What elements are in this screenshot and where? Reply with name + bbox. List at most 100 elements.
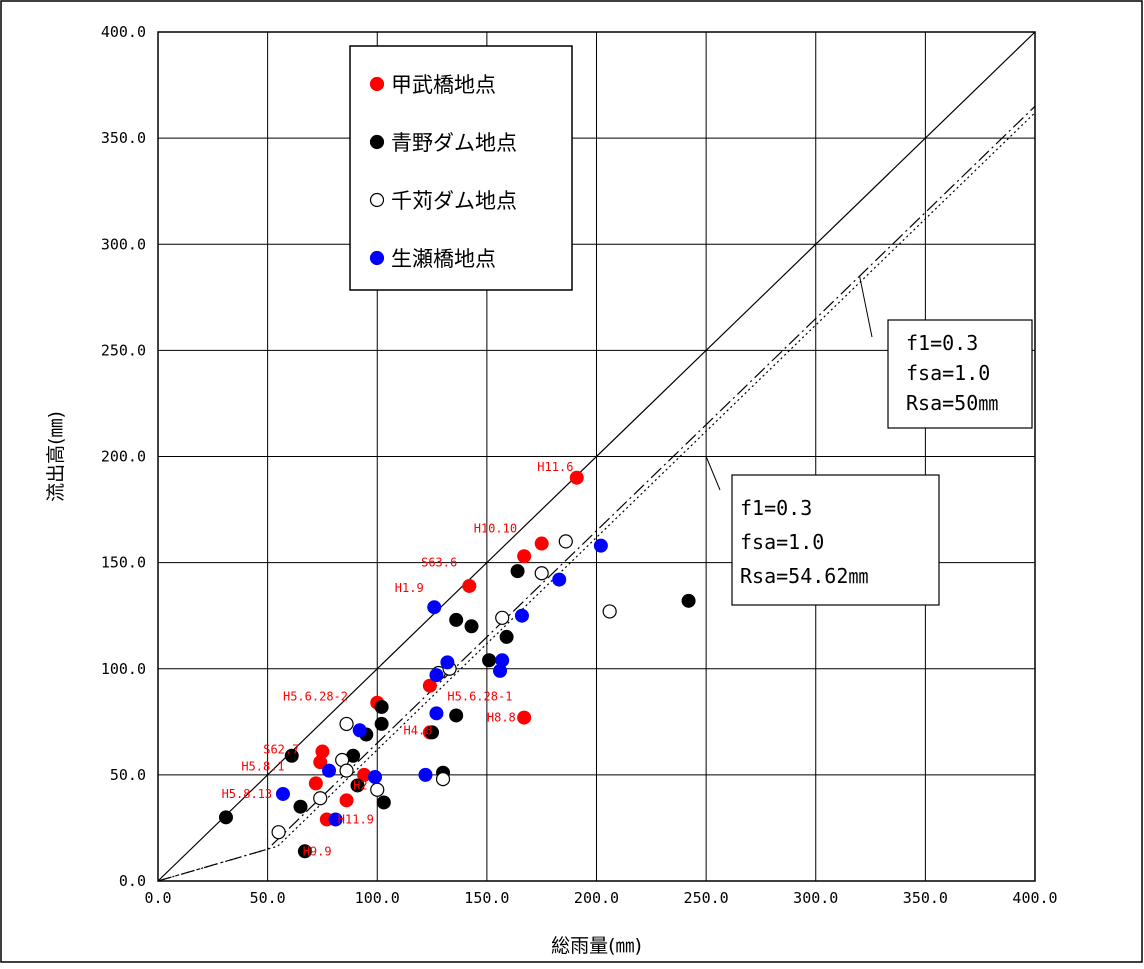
data-point-series-1 xyxy=(374,716,389,731)
data-point-series-0 xyxy=(569,470,584,485)
y-tick-label: 200.0 xyxy=(101,448,146,466)
y-tick-label: 100.0 xyxy=(101,660,146,678)
data-point-series-0 xyxy=(517,549,532,564)
legend-label: 生瀬橋地点 xyxy=(391,247,496,271)
point-label: H9.9 xyxy=(303,844,332,858)
data-point-series-1 xyxy=(464,619,479,634)
data-point-series-3 xyxy=(514,608,529,623)
data-point-series-2 xyxy=(435,772,451,787)
data-point-series-1 xyxy=(510,564,525,579)
x-tick-label: 250.0 xyxy=(684,889,729,907)
point-label: H5.8.13 xyxy=(222,787,273,801)
legend-box xyxy=(349,45,573,291)
y-tick-label: 400.0 xyxy=(101,23,146,41)
data-point-series-1 xyxy=(284,748,299,763)
x-tick-label: 150.0 xyxy=(464,889,509,907)
point-label: H8.8 xyxy=(487,711,516,725)
data-point-series-0 xyxy=(462,578,477,593)
parameter-text: Rsa=54.62㎜ xyxy=(740,564,868,588)
data-point-series-0 xyxy=(517,710,532,725)
point-label: H5.6.28-1 xyxy=(447,689,512,703)
parameter-boxes: f1=0.3 fsa=1.0 Rsa=50㎜ f1=0.3 fsa=1.0 Rsa=54.… xyxy=(705,275,1033,606)
point-annotations: H11.6 H10.10 S63.6 H1.9 H5.6.28-2 H5.6.28-1 H8… xyxy=(222,460,574,858)
data-point-series-1 xyxy=(218,810,233,825)
data-point-series-2 xyxy=(339,763,354,778)
legend-marker xyxy=(369,192,385,208)
data-point-series-3 xyxy=(328,812,343,827)
data-point-series-1 xyxy=(374,699,389,714)
data-point-series-0 xyxy=(339,793,354,808)
data-point-series-3 xyxy=(495,653,510,668)
data-point-series-0 xyxy=(534,536,549,551)
data-point-series-1 xyxy=(297,844,312,859)
legend-label: 千苅ダム地点 xyxy=(391,189,517,213)
point-label: H1.9 xyxy=(395,581,424,595)
x-tick-label: 350.0 xyxy=(903,889,948,907)
parameter-text: f1=0.3 xyxy=(740,496,812,520)
data-point-series-1 xyxy=(350,778,365,793)
reference-line-solid xyxy=(157,31,1036,882)
data-point-series-0 xyxy=(422,678,437,693)
y-tick-label: 250.0 xyxy=(101,341,146,359)
parameter-box xyxy=(887,319,1033,429)
data-point-series-3 xyxy=(368,769,383,784)
data-point-series-0 xyxy=(313,755,328,770)
y-tick-label: 0.0 xyxy=(119,872,146,890)
reference-line-dotted xyxy=(157,112,1036,882)
point-label: S62.7 xyxy=(263,742,299,756)
legend-marker xyxy=(369,250,385,266)
parameter-text: f1=0.3 xyxy=(906,331,978,355)
axis-ticks: 0.0 50.0 100.0 150.0 200.0 250.0 300.0 350.0 400… xyxy=(101,23,1058,907)
point-label: H11.9 xyxy=(338,812,374,826)
data-point-series-3 xyxy=(275,786,290,801)
x-tick-label: 400.0 xyxy=(1012,889,1057,907)
data-point-series-1 xyxy=(499,629,514,644)
data-point-series-3 xyxy=(418,767,433,782)
point-label: H10.10 xyxy=(474,522,517,536)
x-tick-label: 300.0 xyxy=(793,889,838,907)
data-point-series-1 xyxy=(376,795,391,810)
data-point-series-3 xyxy=(552,572,567,587)
point-label: S63.6 xyxy=(421,556,457,570)
data-point-series-2 xyxy=(339,716,354,732)
parameter-box xyxy=(731,474,940,606)
data-point-series-3 xyxy=(427,600,442,615)
parameter-text: fsa=1.0 xyxy=(906,361,990,385)
point-label: H2 xyxy=(353,778,367,792)
data-point-series-1 xyxy=(681,593,696,608)
data-point-series-3 xyxy=(429,668,444,683)
reference-lines xyxy=(157,31,1036,882)
x-axis-title: 総雨量(㎜) xyxy=(551,935,642,957)
data-point-series-2 xyxy=(534,566,549,581)
leader-line xyxy=(859,275,873,338)
legend-marker xyxy=(369,134,385,150)
reference-line-dash-dot xyxy=(157,105,1036,882)
y-axis-title: 流出高(㎜) xyxy=(45,411,67,502)
data-point-series-1 xyxy=(293,799,308,814)
point-label: H4.8 xyxy=(404,723,433,737)
legend-marker xyxy=(369,76,385,92)
data-point-series-1 xyxy=(482,653,497,668)
x-tick-label: 100.0 xyxy=(355,889,400,907)
data-point-series-2 xyxy=(271,825,286,840)
parameter-text: Rsa=50㎜ xyxy=(906,391,998,415)
data-point-series-2 xyxy=(602,604,617,619)
data-point-series-2 xyxy=(558,534,573,549)
y-tick-label: 300.0 xyxy=(101,235,146,253)
point-label: H11.6 xyxy=(537,460,573,474)
y-tick-label: 150.0 xyxy=(101,554,146,572)
data-point-series-1 xyxy=(449,612,464,627)
data-point-series-3 xyxy=(429,706,444,721)
point-label: H5.6.28-2 xyxy=(283,689,348,703)
y-tick-label: 350.0 xyxy=(101,129,146,147)
parameter-text: fsa=1.0 xyxy=(740,530,824,554)
data-point-series-3 xyxy=(322,763,337,778)
point-label: H5.8.1 xyxy=(241,759,284,773)
x-tick-label: 50.0 xyxy=(250,889,286,907)
data-point-series-1 xyxy=(425,725,440,740)
x-tick-label: 200.0 xyxy=(574,889,619,907)
data-point-series-2 xyxy=(495,610,510,625)
